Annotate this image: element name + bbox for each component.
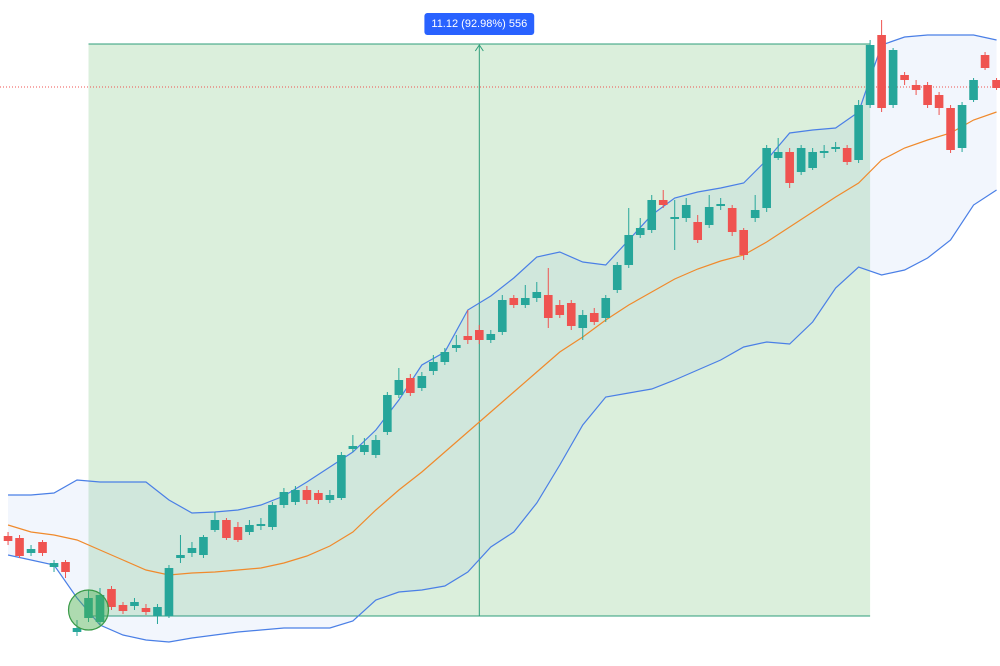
candle-body bbox=[969, 80, 978, 100]
candle-body bbox=[693, 222, 703, 240]
candle-body bbox=[773, 152, 783, 158]
candle-body bbox=[877, 35, 886, 108]
band-lower bbox=[7, 189, 997, 643]
candle-body bbox=[222, 520, 231, 538]
candle-body bbox=[360, 445, 369, 452]
candle-body bbox=[291, 490, 300, 502]
candle-body bbox=[785, 152, 794, 183]
candle-body bbox=[900, 75, 909, 80]
candle-body bbox=[520, 298, 530, 305]
candle-body bbox=[233, 527, 243, 540]
candle-body bbox=[38, 542, 47, 553]
candle-body bbox=[417, 376, 427, 388]
candle-body bbox=[245, 525, 254, 532]
candle-body bbox=[601, 298, 611, 318]
candle-body bbox=[911, 85, 921, 90]
candle-body bbox=[750, 210, 760, 218]
candle-body bbox=[61, 562, 70, 572]
candle-body bbox=[992, 80, 1000, 88]
candle-body bbox=[199, 537, 208, 555]
candle-body bbox=[3, 536, 13, 541]
candle-body bbox=[842, 148, 852, 162]
candle-body bbox=[555, 305, 565, 315]
candle-body bbox=[371, 440, 381, 455]
candle-body bbox=[808, 152, 817, 168]
candle-body bbox=[176, 555, 185, 558]
candle-body bbox=[187, 548, 197, 553]
candle-body bbox=[463, 336, 473, 340]
candle-body bbox=[923, 85, 932, 105]
candle-body bbox=[946, 108, 955, 150]
candle-body bbox=[716, 204, 725, 206]
candle-body bbox=[429, 362, 438, 371]
candle-body bbox=[612, 265, 622, 290]
candle-body bbox=[337, 455, 346, 498]
candle-body bbox=[681, 205, 691, 218]
candle-body bbox=[486, 334, 496, 340]
candle-body bbox=[95, 595, 105, 622]
candle-body bbox=[865, 45, 875, 105]
candle-body bbox=[130, 602, 139, 606]
candle-body bbox=[658, 200, 668, 205]
measure-label-bg bbox=[424, 13, 535, 35]
candle-body bbox=[509, 298, 519, 305]
candle-body bbox=[957, 105, 967, 148]
candle-body bbox=[279, 492, 289, 505]
candle-body bbox=[624, 235, 634, 265]
candle-body bbox=[210, 520, 220, 530]
candle-body bbox=[497, 300, 507, 332]
candle-body bbox=[15, 538, 24, 556]
band-fill bbox=[8, 35, 997, 642]
candle-body bbox=[49, 563, 59, 567]
candle-body bbox=[302, 490, 312, 500]
candle-body bbox=[26, 549, 36, 553]
candle-body bbox=[796, 148, 806, 172]
candle-body bbox=[452, 345, 461, 348]
candle-body bbox=[383, 395, 392, 432]
measure-label-text: 11.12 (92.98%) 556 bbox=[431, 18, 527, 30]
candle-body bbox=[118, 605, 128, 611]
candle-body bbox=[543, 295, 553, 318]
candle-body bbox=[72, 628, 82, 632]
candle-body bbox=[406, 378, 415, 393]
candle-body bbox=[394, 380, 404, 395]
band-upper bbox=[8, 34, 997, 514]
candle-body bbox=[314, 493, 323, 500]
candle-body bbox=[819, 151, 829, 153]
candle-body bbox=[578, 315, 588, 328]
candle-body bbox=[589, 313, 599, 322]
candle-body bbox=[84, 598, 93, 618]
candle-body bbox=[475, 330, 484, 340]
candle-body bbox=[164, 568, 174, 616]
candle-body bbox=[647, 200, 657, 230]
candle-body bbox=[980, 55, 990, 68]
candle-body bbox=[635, 228, 645, 235]
candle-body bbox=[934, 95, 944, 108]
candle-body bbox=[670, 217, 680, 219]
measure-label: 11.12 (92.98%) 556 bbox=[424, 13, 535, 35]
candle-body bbox=[532, 292, 542, 298]
candle-body bbox=[739, 230, 748, 255]
candle-body bbox=[153, 607, 162, 616]
candle-body bbox=[727, 208, 737, 232]
candle-body bbox=[256, 524, 266, 526]
candle-body bbox=[141, 608, 151, 612]
candle-body bbox=[854, 105, 863, 160]
candle-body bbox=[268, 505, 277, 527]
candle-body bbox=[325, 495, 335, 500]
candle-body bbox=[107, 589, 116, 607]
marker-circle bbox=[67, 589, 110, 631]
candle-body bbox=[704, 207, 714, 225]
candle-body bbox=[440, 352, 450, 362]
measure-arrowhead bbox=[474, 44, 484, 52]
candle-body bbox=[762, 148, 771, 208]
candle-body bbox=[348, 446, 358, 449]
candle-body bbox=[831, 147, 840, 149]
candle-body bbox=[566, 303, 576, 326]
candle-body bbox=[888, 50, 898, 105]
